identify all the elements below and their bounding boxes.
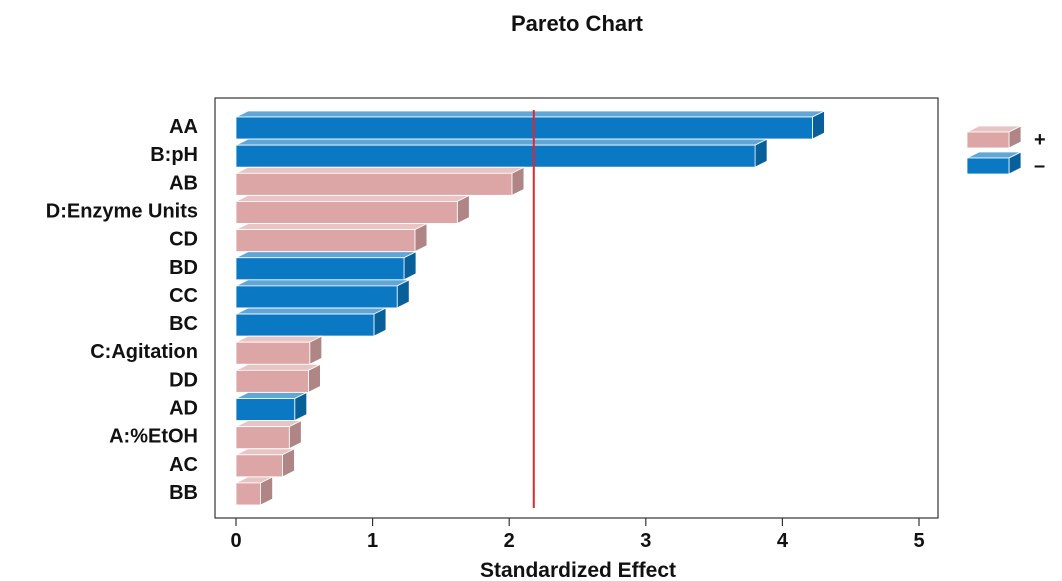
legend-label: + — [1034, 129, 1046, 151]
category-label: BD — [169, 257, 198, 279]
x-tick-label: 1 — [367, 530, 378, 552]
category-label: CD — [169, 229, 198, 251]
plot-frame — [214, 97, 939, 519]
category-label: D:Enzyme Units — [46, 200, 198, 222]
legend-swatch — [966, 125, 1022, 149]
x-tick-label: 5 — [913, 530, 924, 552]
bar-CD — [235, 222, 428, 253]
bar-AB — [235, 166, 525, 196]
legend-swatch — [966, 151, 1022, 175]
category-label: AC — [169, 454, 198, 476]
bar-BD — [235, 251, 417, 281]
category-label: DD — [169, 369, 198, 391]
bar-DD — [235, 363, 321, 393]
legend: +– — [966, 125, 1046, 177]
category-label: B:pH — [150, 144, 198, 166]
x-tick-label: 4 — [777, 530, 789, 552]
category-label: BB — [169, 482, 198, 504]
category-label: CC — [169, 285, 198, 307]
chart-title: Pareto Chart — [511, 11, 644, 36]
bar-D:Enzyme Units — [235, 194, 470, 225]
bars-layer — [235, 110, 825, 506]
category-label: AD — [169, 398, 198, 420]
bar-AA — [235, 110, 825, 140]
category-label: AA — [169, 116, 198, 138]
bar-B:pH — [235, 138, 768, 168]
x-axis-ticks: 0 1 2 3 4 5 — [230, 518, 925, 552]
category-label: A:%EtOH — [109, 426, 198, 448]
bar-AD — [235, 391, 308, 422]
category-label: AB — [169, 172, 198, 194]
bar-AC — [235, 448, 295, 478]
legend-label: – — [1034, 155, 1045, 177]
bar-C:Agitation — [235, 335, 323, 365]
category-label: BC — [169, 313, 198, 335]
bar-CC — [235, 279, 410, 309]
bar-A:%EtOH — [235, 420, 302, 450]
x-tick-label: 2 — [504, 530, 515, 552]
bar-BC — [235, 307, 387, 337]
x-tick-label: 0 — [230, 530, 241, 552]
x-tick-label: 3 — [640, 530, 651, 552]
category-labels: AA B:pH AB D:Enzyme Units CD BD CC BC C:Agitatio… — [46, 116, 198, 504]
category-label: C:Agitation — [90, 341, 198, 363]
x-axis-label: Standardized Effect — [480, 559, 676, 581]
bar-BB — [235, 476, 273, 506]
